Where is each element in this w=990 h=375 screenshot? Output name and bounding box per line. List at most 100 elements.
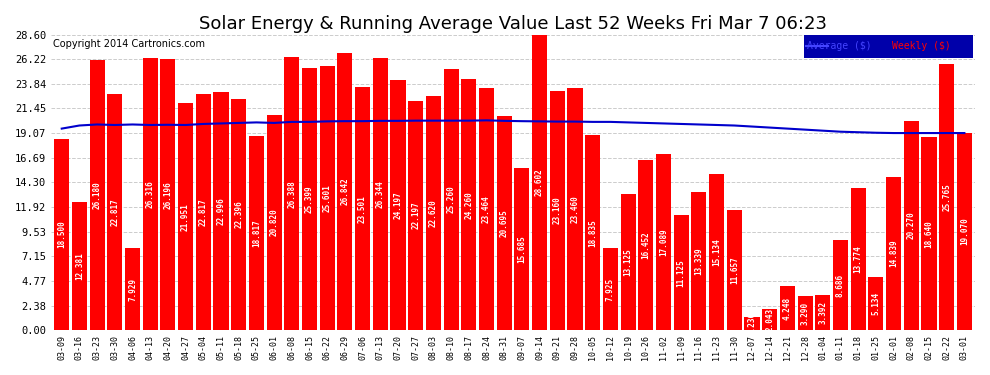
Bar xyxy=(214,93,229,330)
Text: 25.765: 25.765 xyxy=(942,183,951,211)
Bar xyxy=(922,138,937,330)
Bar xyxy=(886,177,901,330)
Text: 26.316: 26.316 xyxy=(146,180,154,208)
Text: 23.464: 23.464 xyxy=(482,195,491,223)
Text: 22.620: 22.620 xyxy=(429,200,438,227)
Text: 7.925: 7.925 xyxy=(606,278,615,301)
Text: 13.339: 13.339 xyxy=(694,248,704,275)
Bar xyxy=(355,87,370,330)
Bar xyxy=(603,248,618,330)
Text: 15.134: 15.134 xyxy=(712,238,721,266)
Bar xyxy=(850,188,865,330)
Bar xyxy=(762,309,777,330)
Text: 22.996: 22.996 xyxy=(217,197,226,225)
Text: 26.180: 26.180 xyxy=(93,181,102,209)
Bar xyxy=(957,133,972,330)
Text: 19.070: 19.070 xyxy=(960,218,969,246)
Text: 22.817: 22.817 xyxy=(199,198,208,226)
Text: 22.197: 22.197 xyxy=(411,201,420,229)
Bar xyxy=(90,60,105,330)
Text: 23.160: 23.160 xyxy=(552,196,561,224)
Text: 22.817: 22.817 xyxy=(110,198,120,226)
Bar xyxy=(444,69,458,330)
Text: 23.460: 23.460 xyxy=(570,195,579,223)
Text: 23.501: 23.501 xyxy=(358,195,367,223)
Text: Copyright 2014 Cartronics.com: Copyright 2014 Cartronics.com xyxy=(52,39,205,49)
Bar xyxy=(691,192,707,330)
Bar xyxy=(72,202,87,330)
Bar xyxy=(479,88,494,330)
Bar xyxy=(585,135,600,330)
Bar xyxy=(673,215,689,330)
Text: 2.043: 2.043 xyxy=(765,308,774,331)
Bar xyxy=(178,103,193,330)
Text: 17.089: 17.089 xyxy=(659,228,668,256)
Bar xyxy=(515,168,530,330)
Bar xyxy=(780,286,795,330)
Bar xyxy=(390,80,406,330)
Bar xyxy=(639,160,653,330)
Text: 11.125: 11.125 xyxy=(677,259,686,286)
Bar xyxy=(107,94,123,330)
Text: 22.396: 22.396 xyxy=(235,201,244,228)
Bar xyxy=(567,88,582,330)
Bar xyxy=(461,80,476,330)
Bar xyxy=(744,317,759,330)
Bar xyxy=(868,277,883,330)
Text: 28.602: 28.602 xyxy=(536,168,544,196)
Bar xyxy=(320,66,335,330)
Text: 18.817: 18.817 xyxy=(251,219,261,247)
Bar xyxy=(940,64,954,330)
Text: 8.686: 8.686 xyxy=(836,274,845,297)
Bar xyxy=(232,99,247,330)
Bar xyxy=(904,121,919,330)
Bar xyxy=(621,195,636,330)
Text: 1.236: 1.236 xyxy=(747,312,756,335)
Text: 13.774: 13.774 xyxy=(853,245,862,273)
Bar xyxy=(816,295,831,330)
Bar xyxy=(196,94,211,330)
Text: 3.392: 3.392 xyxy=(819,301,828,324)
Text: 4.248: 4.248 xyxy=(783,297,792,320)
Text: 11.657: 11.657 xyxy=(730,256,739,284)
Bar xyxy=(248,136,264,330)
Text: 13.125: 13.125 xyxy=(624,249,633,276)
Bar xyxy=(833,240,848,330)
Bar xyxy=(338,53,352,330)
Bar xyxy=(549,91,565,330)
Bar xyxy=(302,68,317,330)
Text: 25.399: 25.399 xyxy=(305,185,314,213)
Bar xyxy=(125,248,140,330)
Bar xyxy=(656,153,671,330)
Text: 24.197: 24.197 xyxy=(393,191,403,219)
Text: 20.270: 20.270 xyxy=(907,211,916,239)
Text: 26.388: 26.388 xyxy=(287,180,296,208)
Text: 16.452: 16.452 xyxy=(642,231,650,259)
Text: 7.929: 7.929 xyxy=(128,278,137,301)
Text: 18.835: 18.835 xyxy=(588,219,597,247)
Text: 20.820: 20.820 xyxy=(269,209,278,236)
Bar xyxy=(284,57,299,330)
Text: 15.685: 15.685 xyxy=(518,235,527,263)
Text: 21.951: 21.951 xyxy=(181,203,190,231)
Bar xyxy=(709,174,724,330)
Text: 26.196: 26.196 xyxy=(163,181,172,209)
Bar xyxy=(408,101,424,330)
Bar xyxy=(143,58,157,330)
Bar xyxy=(727,210,742,330)
Bar xyxy=(798,296,813,330)
Text: 14.839: 14.839 xyxy=(889,240,898,267)
Text: 3.290: 3.290 xyxy=(801,302,810,325)
Bar xyxy=(532,34,547,330)
Bar xyxy=(266,115,281,330)
Bar xyxy=(373,58,388,330)
Text: 12.381: 12.381 xyxy=(75,252,84,280)
Text: 25.601: 25.601 xyxy=(323,184,332,212)
Text: 20.695: 20.695 xyxy=(500,209,509,237)
Text: 18.500: 18.500 xyxy=(57,220,66,248)
Text: 26.842: 26.842 xyxy=(341,177,349,205)
Bar xyxy=(54,139,69,330)
Text: 24.260: 24.260 xyxy=(464,191,473,219)
Text: 18.640: 18.640 xyxy=(925,220,934,248)
Text: 25.260: 25.260 xyxy=(446,186,455,213)
